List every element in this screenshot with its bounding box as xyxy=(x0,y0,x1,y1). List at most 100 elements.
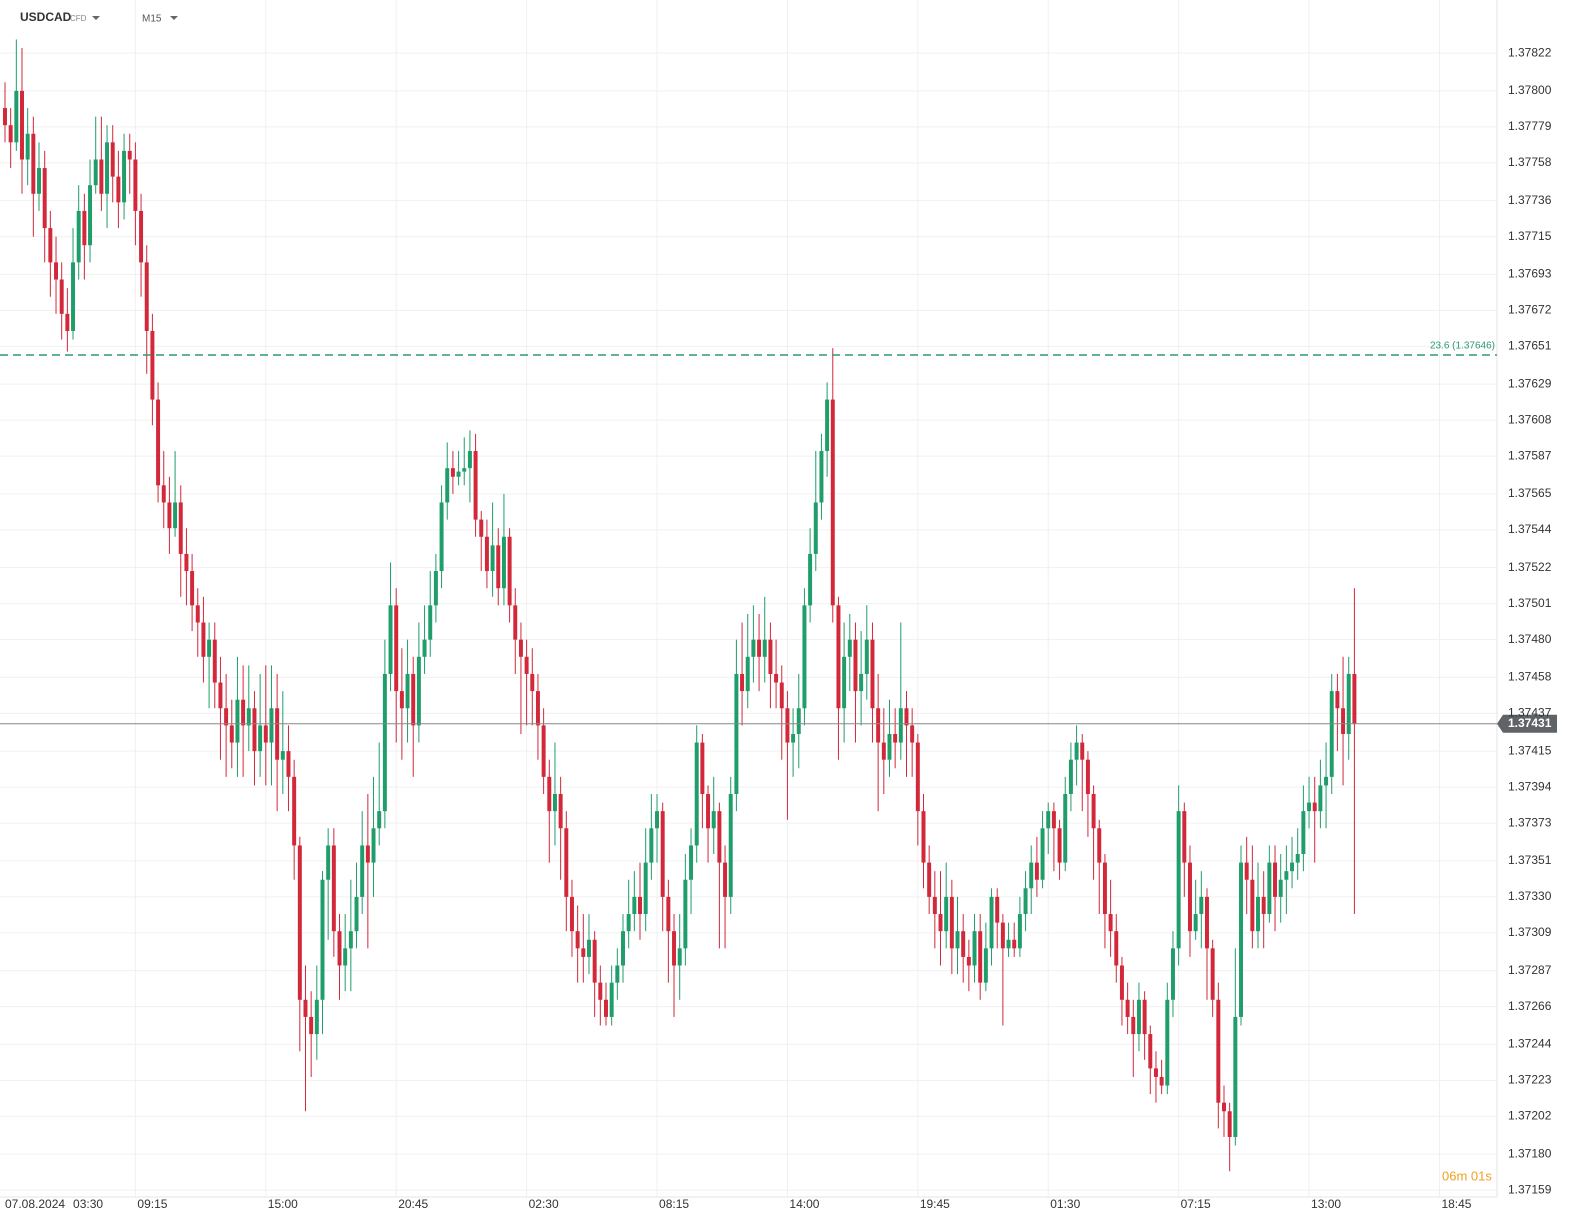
candle-body xyxy=(116,176,121,203)
candle-body xyxy=(1205,896,1209,949)
candle-body xyxy=(915,742,920,812)
grid xyxy=(0,0,1497,1197)
candle-body xyxy=(59,279,64,314)
x-tick-label: 15:00 xyxy=(268,1197,298,1211)
candle-body xyxy=(689,845,694,880)
candle-body xyxy=(609,982,614,1017)
instrument-type: CFD xyxy=(70,14,87,23)
fib-label: 23.6 (1.37646) xyxy=(1430,341,1495,352)
candle-body xyxy=(456,471,461,477)
candle-body xyxy=(184,553,189,572)
candle-body xyxy=(1006,939,1011,949)
last-price-badge xyxy=(1497,714,1557,733)
candle-body xyxy=(439,502,444,572)
candle-body xyxy=(1239,862,1243,1017)
y-tick-label: 1.37587 xyxy=(1508,448,1552,462)
candle-body xyxy=(927,862,932,897)
candle-body xyxy=(706,793,711,829)
symbol-dropdown[interactable] xyxy=(92,16,100,20)
candle-body xyxy=(473,451,478,520)
candle-body xyxy=(1256,896,1261,932)
candle-body xyxy=(1119,965,1124,1000)
timeframe-dropdown[interactable] xyxy=(170,16,178,20)
candle-body xyxy=(258,725,263,752)
candle-body xyxy=(1000,922,1005,949)
candle-body xyxy=(1142,999,1147,1035)
symbol[interactable]: USDCAD xyxy=(20,10,72,24)
candle-body xyxy=(881,742,886,760)
candle-body xyxy=(932,896,937,915)
x-tick-label: 13:00 xyxy=(1311,1197,1341,1211)
candle-body xyxy=(382,673,387,812)
x-tick-label: 14:00 xyxy=(789,1197,819,1211)
candle-body xyxy=(25,133,30,160)
candle-body xyxy=(876,708,881,743)
candle-body xyxy=(649,828,654,863)
candle-body xyxy=(910,725,915,743)
candle-body xyxy=(1346,673,1351,734)
y-tick-label: 1.37202 xyxy=(1508,1109,1552,1123)
candle-body xyxy=(1097,828,1102,863)
date-label: 07.08.2024 xyxy=(5,1197,65,1211)
candle-body xyxy=(71,262,76,331)
candle-body xyxy=(263,725,268,743)
candle-body xyxy=(76,210,81,263)
candle-body xyxy=(1046,811,1051,829)
candle-body xyxy=(547,776,552,812)
candle-body xyxy=(445,468,450,503)
candle-body xyxy=(1063,793,1068,863)
candle-body xyxy=(343,948,348,966)
candle-body xyxy=(1284,871,1289,880)
candle-body xyxy=(672,931,677,966)
candle-body xyxy=(949,896,954,949)
candle-body xyxy=(490,545,495,572)
y-tick-label: 1.37501 xyxy=(1508,596,1552,610)
candle-body xyxy=(768,639,773,674)
x-tick-label: 20:45 xyxy=(398,1197,428,1211)
candle-body xyxy=(757,639,762,657)
candle-body xyxy=(127,150,132,160)
candle-body xyxy=(802,605,807,709)
y-tick-label: 1.37180 xyxy=(1508,1146,1552,1160)
candle-body xyxy=(1131,1016,1136,1035)
candle-body xyxy=(218,682,223,709)
y-tick-label: 1.37480 xyxy=(1508,632,1552,646)
candle-body xyxy=(1324,776,1329,786)
candle-body xyxy=(887,733,892,760)
candle-body xyxy=(405,673,410,709)
candle-body xyxy=(859,673,864,692)
y-tick-label: 1.37544 xyxy=(1508,522,1552,536)
x-tick-label: 08:15 xyxy=(659,1197,689,1211)
candle-body xyxy=(898,708,903,743)
candle-body xyxy=(326,845,331,880)
candle-body xyxy=(297,845,302,1000)
candle-body xyxy=(1040,828,1045,880)
candle-body xyxy=(1182,811,1187,863)
y-tick-label: 1.37629 xyxy=(1508,376,1552,390)
candle-body xyxy=(683,879,688,949)
last-price-label: 1.37431 xyxy=(1508,716,1552,730)
candle-body xyxy=(972,931,977,966)
y-tick-label: 1.37565 xyxy=(1508,486,1552,500)
candle-body xyxy=(1176,811,1181,949)
candle-body xyxy=(870,639,875,709)
candle-body xyxy=(808,553,813,606)
y-tick-label: 1.37266 xyxy=(1508,999,1552,1013)
timeframe[interactable]: M15 xyxy=(142,14,162,25)
candle-body xyxy=(1222,1102,1226,1112)
candle-body xyxy=(195,605,200,623)
candle-body xyxy=(1210,948,1215,1000)
candle-body xyxy=(1023,888,1028,915)
candle-body xyxy=(156,399,161,486)
candle-body xyxy=(1312,802,1317,812)
y-tick-label: 1.37822 xyxy=(1508,45,1552,59)
candle-body xyxy=(371,828,376,863)
candle-body xyxy=(944,896,949,932)
candle-body xyxy=(252,708,257,752)
y-tick-label: 1.37608 xyxy=(1508,412,1552,426)
y-tick-label: 1.37437 xyxy=(1508,706,1552,720)
candle-body xyxy=(388,605,393,674)
candle-body xyxy=(8,125,13,143)
candle-body xyxy=(1335,691,1340,709)
candle-body xyxy=(830,399,835,606)
